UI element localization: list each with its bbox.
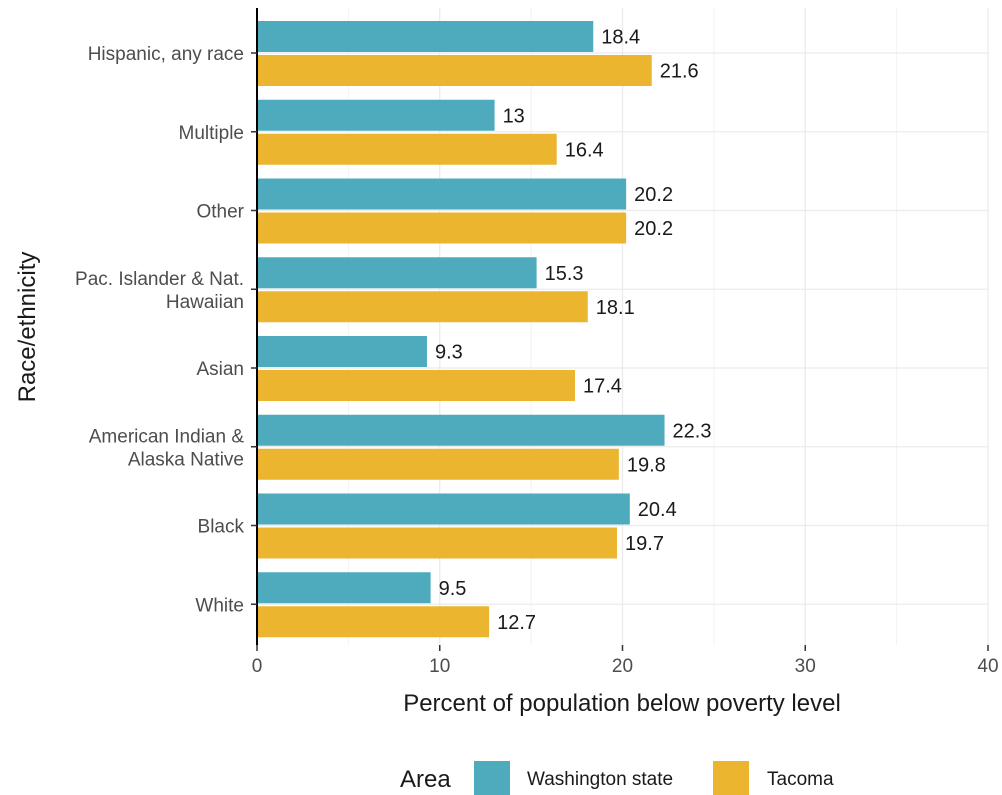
bar (257, 493, 630, 525)
legend-label: Washington state (527, 769, 673, 790)
value-label: 18.4 (601, 27, 640, 49)
y-tick-label: Hispanic, any race (88, 44, 244, 65)
bars (257, 21, 665, 638)
x-tick-label: 40 (977, 656, 998, 677)
y-axis: Hispanic, any race Multiple Other Pac. Isla… (75, 44, 257, 616)
value-label: 20.4 (638, 499, 677, 521)
value-label: 21.6 (660, 61, 699, 83)
y-tick-label: Black (198, 517, 245, 538)
value-label: 20.2 (634, 184, 673, 206)
x-axis-title: Percent of population below poverty leve… (403, 690, 841, 717)
y-tick-label: Pac. Islander & Nat. Hawaiian (75, 269, 244, 313)
value-label: 19.8 (627, 454, 666, 476)
y-tick-label: American Indian & Alaska Native (89, 426, 245, 470)
bar (257, 336, 427, 367)
value-label: 9.3 (435, 342, 463, 364)
bar (257, 414, 665, 446)
y-tick-label: White (195, 595, 244, 616)
value-label: 20.2 (634, 218, 673, 240)
value-label: 22.3 (673, 420, 712, 442)
legend-title: Area (400, 766, 451, 793)
value-label: 13 (503, 105, 525, 127)
legend-key (474, 761, 510, 795)
value-label: 17.4 (583, 376, 622, 398)
y-tick-label: Other (196, 202, 244, 223)
bar (257, 21, 594, 52)
bar (257, 178, 627, 210)
legend-label: Tacoma (767, 769, 834, 790)
value-label: 12.7 (497, 612, 536, 634)
x-tick-label: 30 (795, 656, 816, 677)
y-tick-label: Asian (196, 359, 244, 380)
y-tick-label: Multiple (179, 123, 244, 144)
x-tick-label: 10 (429, 656, 450, 677)
bar (257, 212, 627, 244)
bar (257, 527, 618, 559)
bar (257, 99, 495, 131)
value-label: 15.3 (545, 263, 584, 285)
bar (257, 55, 652, 86)
legend-key (713, 761, 749, 795)
value-label: 16.4 (565, 139, 604, 161)
value-label: 18.1 (596, 297, 635, 319)
bar (257, 448, 619, 480)
x-tick-label: 0 (252, 656, 263, 677)
y-axis-title: Race/ethnicity (14, 252, 41, 403)
bar (257, 291, 588, 323)
value-label: 9.5 (439, 578, 467, 600)
bar (257, 370, 575, 401)
legend: Area Washington state Tacoma (400, 761, 834, 795)
bar (257, 257, 537, 289)
bar (257, 606, 490, 638)
value-labels: 18.4 21.6 13 16.4 20.2 20.2 15.3 18.1 9.3 17.4 22.… (435, 27, 712, 634)
value-label: 19.7 (625, 533, 664, 555)
x-axis: 0 10 20 30 40 (252, 645, 999, 677)
bar (257, 572, 431, 604)
x-tick-label: 20 (612, 656, 633, 677)
bar (257, 133, 557, 165)
